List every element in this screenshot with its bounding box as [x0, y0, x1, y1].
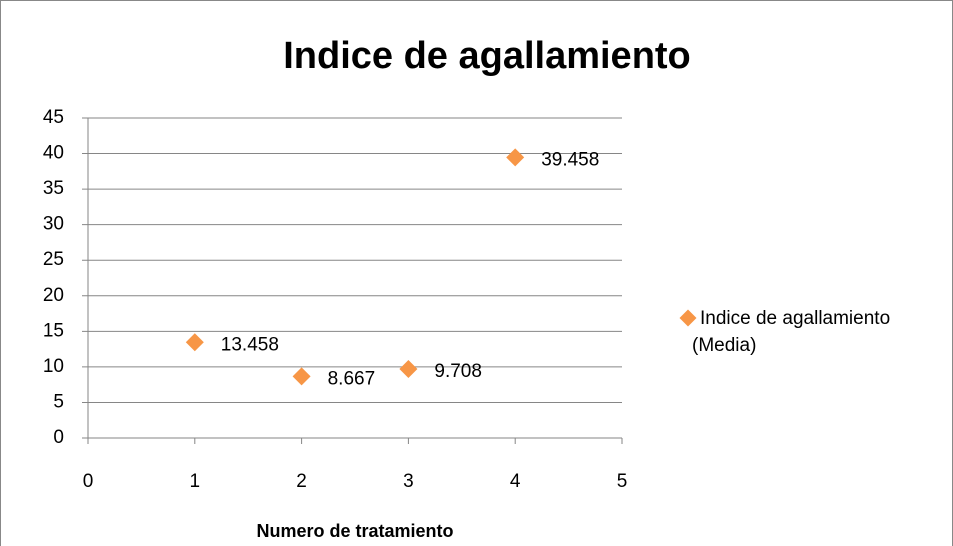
y-tick-label: 45 — [43, 107, 64, 128]
marker — [506, 148, 525, 167]
legend-label: Indice de agallamiento (Media) — [692, 308, 891, 356]
marker — [399, 359, 418, 378]
marker — [185, 333, 204, 352]
x-tick-label: 3 — [403, 471, 414, 492]
chart-title: Indice de agallamiento — [283, 35, 691, 77]
y-tick-label: 10 — [43, 356, 64, 377]
y-tick-label: 40 — [43, 143, 64, 164]
y-tick-label: 15 — [43, 320, 64, 341]
y-tick-label: 35 — [43, 178, 64, 199]
y-tick-label: 5 — [53, 391, 64, 412]
data-label: 13.458 — [221, 334, 279, 355]
x-tick-label: 4 — [510, 471, 521, 492]
data-label: 8.667 — [328, 368, 376, 389]
legend: Indice de agallamiento (Media) — [679, 305, 952, 359]
x-tick-label: 5 — [617, 471, 628, 492]
data-label: 9.708 — [434, 361, 482, 382]
y-tick-label: 0 — [53, 427, 64, 448]
y-tick-label: 20 — [43, 285, 64, 306]
data-label: 39.458 — [541, 149, 599, 170]
y-tick-label: 25 — [43, 249, 64, 270]
y-tick-label: 30 — [43, 214, 64, 235]
x-tick-label: 2 — [296, 471, 307, 492]
x-axis-label: Numero de tratamiento — [256, 521, 453, 541]
x-tick-label: 0 — [83, 471, 94, 492]
x-tick-label: 1 — [190, 471, 201, 492]
marker — [292, 367, 311, 386]
